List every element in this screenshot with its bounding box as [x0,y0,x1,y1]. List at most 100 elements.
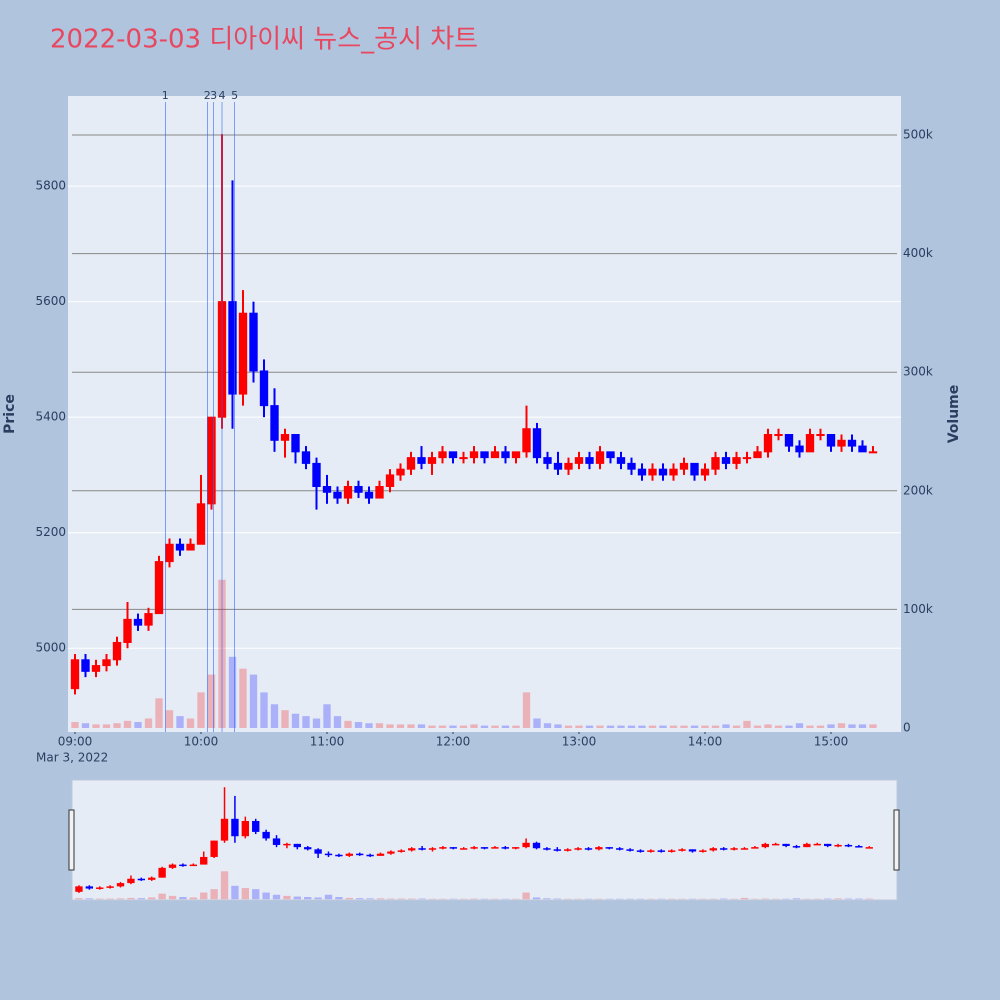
slider-candle-body [574,848,582,850]
volume-bar [785,725,793,728]
slider-candle-body [730,848,738,850]
volume-bar [386,724,394,728]
volume-bar [323,704,331,728]
slider-candle-body [283,843,291,846]
candle-body [322,485,332,493]
slider-candle-body [158,867,166,878]
slider-volume-bar [252,889,260,900]
slider-candle-body [584,848,593,850]
slider-candle-body [366,854,374,857]
candle-body [459,457,468,460]
slider-candle-body [460,848,468,850]
slider-candle-body [272,838,281,845]
y2-tick-label: 100k [903,602,933,616]
volume-bar [848,724,856,728]
slider-candle-body [137,878,146,881]
slider-candle-body [376,853,385,856]
slider-volume-bar [137,898,146,900]
slider-volume-bar [179,897,187,900]
candle-body [144,613,153,626]
slider-volume-bar [740,897,749,900]
candle-body [795,445,804,453]
slider-candle-body [564,849,572,851]
slider-volume-bar [272,894,281,900]
candle-body [312,462,321,487]
slider-candle-body [532,842,541,849]
candle-body [595,451,605,464]
range-slider[interactable] [71,779,898,901]
candle-body [238,312,248,395]
candle-body [763,434,773,453]
slider-candle-body [210,840,218,857]
volume-bar [71,722,79,728]
volume-bar [459,725,468,728]
candle-body [648,468,657,476]
slider-candle-body [345,853,353,856]
candle-body [333,491,342,499]
candle-body [91,665,101,672]
volume-bar [522,692,531,728]
slider-volume-bar [116,898,125,900]
x-tick-label: 12:00 [436,735,471,749]
volume-bar [396,724,405,728]
slider-volume-bar [855,898,863,900]
candle-body [112,641,122,661]
candle-body [469,451,479,459]
slider-candle-body [844,844,853,847]
x-date-label: Mar 3, 2022 [36,751,108,765]
candle-body [627,462,636,470]
x-tick-label: 14:00 [688,735,723,749]
slider-candle-body [772,843,780,846]
candle-body [564,462,573,470]
candle-body [81,659,90,672]
candle-body [249,312,258,372]
volume-bar [249,674,258,728]
volume-bar [795,723,804,728]
volume-bar [365,723,373,728]
volume-bar [554,724,562,728]
volume-bar [680,725,688,728]
candle-body [774,434,783,437]
annotation-label: 4 [219,89,226,102]
volume-bar [764,724,772,728]
slider-candle-body [168,864,177,868]
slider-candle-body [678,849,686,851]
slider-candle-body [491,847,499,849]
slider-candle-body [657,850,665,852]
candle-body [669,468,678,476]
volume-bar [92,724,100,728]
volume-bar [260,692,268,728]
volume-bar [606,725,615,728]
volume-bar [869,724,877,728]
slider-candle-body [75,886,83,892]
candle-body [301,451,311,464]
candle-body [165,543,174,563]
slider-candle-body [241,820,249,837]
slider-candle-body [148,877,156,880]
candle-body [280,434,290,441]
slider-handle[interactable] [68,809,75,871]
slider-candle-body [688,849,697,852]
slider-volume-bar [75,898,83,900]
volume-bar [354,722,363,728]
volume-bar [186,718,195,728]
annotation-label: 1 [162,89,169,102]
slider-volume-bar [158,893,166,900]
volume-bar [669,725,678,728]
slider-candle-body [616,848,624,850]
candle-body [70,659,80,690]
x-tick-label: 09:00 [58,735,93,749]
slider-volume-bar [532,897,541,900]
slider-candle-body [865,847,873,849]
slider-volume-bar [418,898,426,900]
volume-bar [701,725,709,728]
slider-candle-body [751,847,759,849]
slider-volume-bar [127,897,135,900]
slider-volume-bar [366,898,374,900]
slider-candle-body [106,886,114,888]
candle-body [679,462,689,470]
x-tick-label: 15:00 [814,735,849,749]
slider-handle[interactable] [893,809,900,871]
volume-bar [239,668,247,728]
